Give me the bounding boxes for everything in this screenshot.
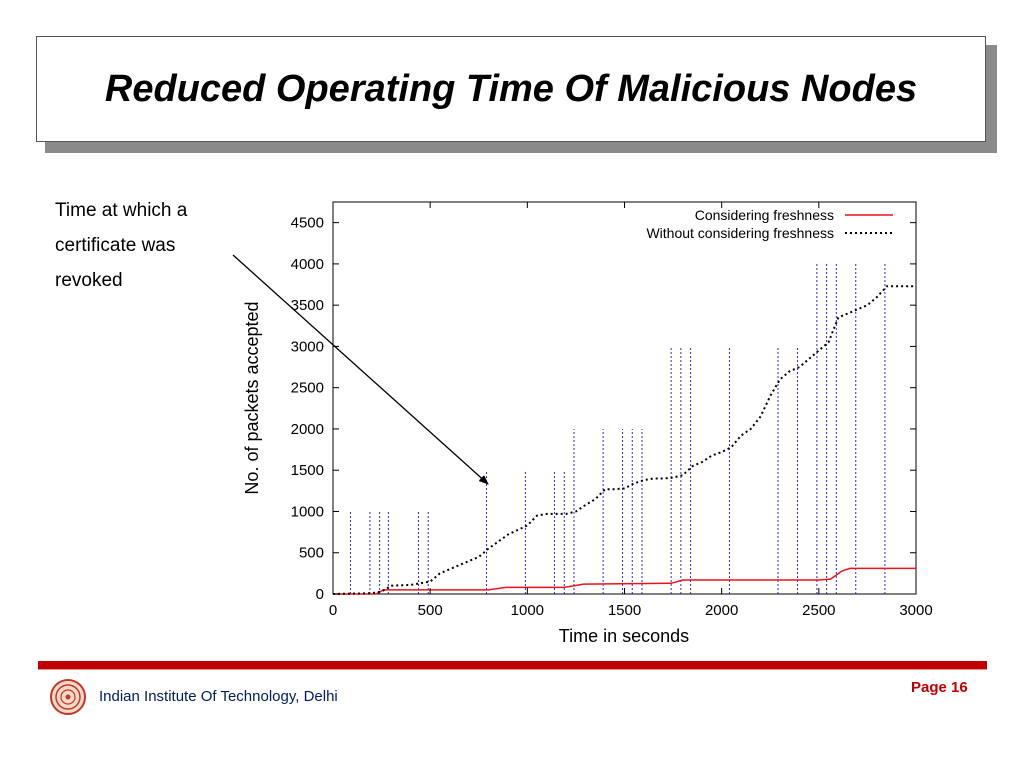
x-tick-label: 500 xyxy=(418,602,443,619)
x-axis-label: Time in seconds xyxy=(559,626,689,646)
series-line-1 xyxy=(333,567,916,595)
x-tick-label: 2500 xyxy=(802,602,835,619)
revocation-markers xyxy=(349,263,886,594)
callout-line-3: revoked xyxy=(55,270,123,291)
page-number: Page 16 xyxy=(911,679,968,696)
y-tick-label: 0 xyxy=(316,586,324,603)
legend: Considering freshness Without considering… xyxy=(646,207,893,241)
footer-rule xyxy=(38,661,987,669)
y-tick-label: 3500 xyxy=(291,297,324,314)
title-box: Reduced Operating Time Of Malicious Node… xyxy=(36,36,986,142)
y-tick-label: 500 xyxy=(299,545,324,562)
legend-label: Considering freshness xyxy=(695,207,834,223)
y-tick-label: 2500 xyxy=(291,380,324,397)
y-tick-label: 2000 xyxy=(291,421,324,438)
y-tick-label: 4500 xyxy=(291,215,324,232)
slide-title: Reduced Operating Time Of Malicious Node… xyxy=(104,67,918,110)
x-tick-label: 0 xyxy=(329,602,337,619)
x-ticks: 0 500 1000 1500 2000 2500 3000 xyxy=(329,202,933,619)
series-lines xyxy=(332,285,916,595)
y-tick-label: 3000 xyxy=(291,338,324,355)
y-tick-label: 1000 xyxy=(291,503,324,520)
y-tick-label: 4000 xyxy=(291,256,324,273)
y-ticks: 0 500 1000 1500 2000 2500 3000 3500 4000 4500 xyxy=(291,215,916,603)
y-axis-label: No. of packets accepted xyxy=(242,301,262,494)
legend-label: Without considering freshness xyxy=(646,225,834,241)
plot-frame xyxy=(332,201,917,595)
callout-line-1: Time at which a xyxy=(55,200,188,221)
footer-rule-highlight xyxy=(38,669,987,670)
chart: 0 500 1000 1500 2000 2500 3000 0 500 1000 1500 200… xyxy=(232,201,933,646)
x-tick-label: 1500 xyxy=(608,602,641,619)
x-tick-label: 1000 xyxy=(511,602,544,619)
iit-logo xyxy=(50,679,86,715)
x-tick-label: 3000 xyxy=(899,602,932,619)
callout-text: Time at which a certificate was revoked xyxy=(55,193,255,298)
callout-arrow xyxy=(232,254,489,485)
y-tick-label: 1500 xyxy=(291,462,324,479)
callout-line-2: certificate was xyxy=(55,235,176,256)
footer-org: Indian Institute Of Technology, Delhi xyxy=(99,688,338,705)
x-tick-label: 2000 xyxy=(705,602,738,619)
series-line-2 xyxy=(332,285,916,595)
